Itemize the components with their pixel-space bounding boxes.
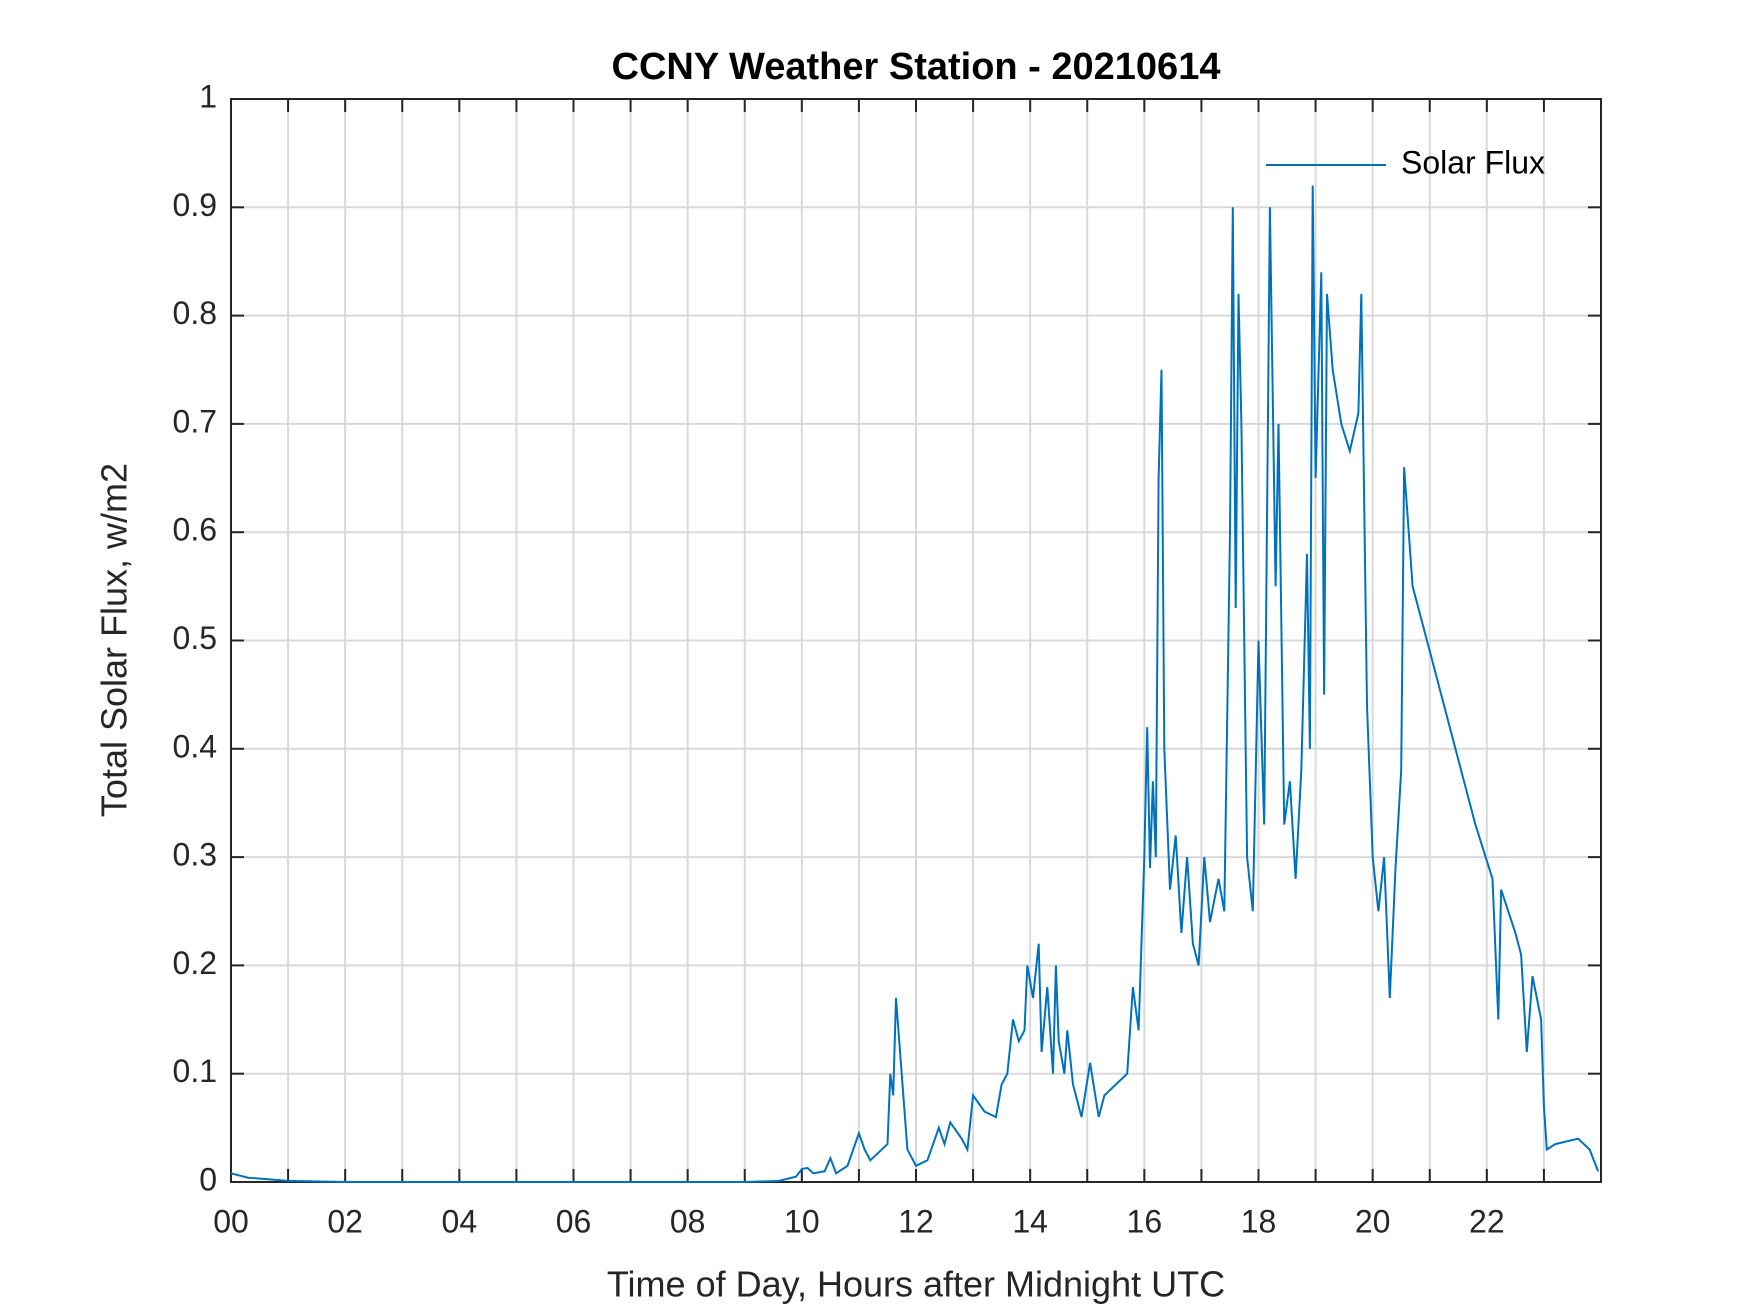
y-tick-label: 0.4 xyxy=(173,728,217,764)
x-tick-label: 20 xyxy=(1355,1203,1391,1239)
x-tick-label: 08 xyxy=(670,1203,706,1239)
y-tick-label: 0.6 xyxy=(173,512,217,548)
x-tick-label: 12 xyxy=(898,1203,934,1239)
y-tick-label: 0 xyxy=(199,1161,217,1197)
y-axis-label: Total Solar Flux, w/m2 xyxy=(94,463,135,817)
x-tick-label: 06 xyxy=(556,1203,592,1239)
x-tick-label: 14 xyxy=(1012,1203,1048,1239)
y-tick-label: 0.8 xyxy=(173,295,217,331)
x-tick-label: 16 xyxy=(1127,1203,1163,1239)
x-tick-label: 04 xyxy=(442,1203,478,1239)
x-tick-label: 22 xyxy=(1469,1203,1505,1239)
x-tick-label: 18 xyxy=(1241,1203,1277,1239)
y-tick-label: 0.5 xyxy=(173,620,217,656)
y-tick-label: 0.7 xyxy=(173,403,217,439)
plot-frame xyxy=(230,98,1602,1183)
y-tick-label: 0.2 xyxy=(173,945,217,981)
y-tick-label: 0.3 xyxy=(173,837,217,873)
x-axis-label: Time of Day, Hours after Midnight UTC xyxy=(607,1264,1225,1305)
x-tick-label: 02 xyxy=(327,1203,363,1239)
x-tick-label: 00 xyxy=(213,1203,249,1239)
y-tick-label: 0.1 xyxy=(173,1053,217,1089)
x-tick-label: 10 xyxy=(784,1203,820,1239)
chart-title: CCNY Weather Station - 20210614 xyxy=(612,46,1221,88)
y-tick-label: 1 xyxy=(199,78,217,114)
legend-label: Solar Flux xyxy=(1401,144,1545,180)
y-tick-label: 0.9 xyxy=(173,187,217,223)
data-line xyxy=(230,185,1600,1183)
